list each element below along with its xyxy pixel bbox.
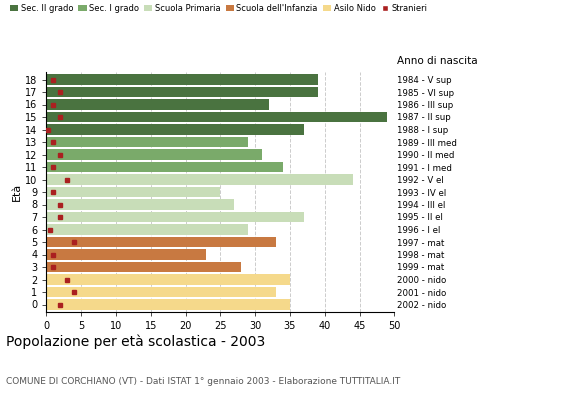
Bar bbox=[46, 299, 290, 310]
Bar bbox=[46, 187, 220, 197]
Bar bbox=[46, 274, 290, 285]
Bar bbox=[46, 162, 283, 172]
Bar bbox=[46, 99, 269, 110]
Bar bbox=[46, 74, 318, 85]
Bar bbox=[46, 199, 234, 210]
Y-axis label: Età: Età bbox=[12, 183, 22, 201]
Bar bbox=[46, 262, 241, 272]
Text: Popolazione per età scolastica - 2003: Popolazione per età scolastica - 2003 bbox=[6, 334, 265, 349]
Bar bbox=[46, 87, 318, 97]
Bar bbox=[46, 137, 248, 147]
Bar bbox=[46, 212, 304, 222]
Bar bbox=[46, 112, 387, 122]
Bar bbox=[46, 237, 276, 247]
Bar bbox=[46, 174, 353, 185]
Text: Anno di nascita: Anno di nascita bbox=[397, 56, 478, 66]
Bar bbox=[46, 149, 262, 160]
Bar bbox=[46, 249, 206, 260]
Text: COMUNE DI CORCHIANO (VT) - Dati ISTAT 1° gennaio 2003 - Elaborazione TUTTITALIA.: COMUNE DI CORCHIANO (VT) - Dati ISTAT 1°… bbox=[6, 377, 400, 386]
Bar bbox=[46, 224, 248, 235]
Bar bbox=[46, 124, 304, 135]
Bar bbox=[46, 287, 276, 297]
Legend: Sec. II grado, Sec. I grado, Scuola Primaria, Scuola dell'Infanzia, Asilo Nido, : Sec. II grado, Sec. I grado, Scuola Prim… bbox=[10, 4, 427, 13]
